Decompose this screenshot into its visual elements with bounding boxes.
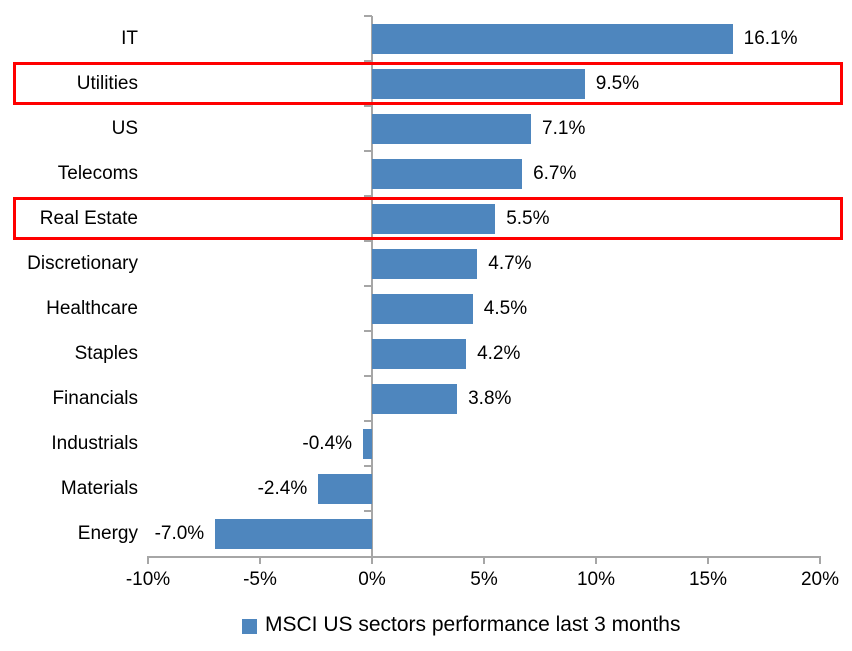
category-label: Utilities bbox=[76, 73, 138, 94]
value-label: -0.4% bbox=[302, 433, 353, 454]
x-axis-tick-label: 0% bbox=[358, 569, 386, 590]
value-label: 9.5% bbox=[595, 73, 640, 94]
bar-it bbox=[372, 23, 733, 54]
value-label: 16.1% bbox=[743, 28, 798, 49]
category-axis-tick bbox=[364, 510, 372, 512]
bar-energy bbox=[215, 518, 372, 549]
value-label: 6.7% bbox=[533, 163, 577, 184]
bar-financials bbox=[372, 383, 458, 414]
value-label: 7.1% bbox=[542, 118, 586, 139]
plot-area: 16.1% 9.5% 7.1% 6.7% 5.5% 4.7% 4.5% 4.2% 3.8% -0.… bbox=[126, 15, 839, 590]
category-axis-tick bbox=[364, 330, 372, 332]
value-label: -2.4% bbox=[257, 478, 308, 499]
category-label: US bbox=[111, 118, 138, 139]
category-label: Telecoms bbox=[57, 163, 138, 184]
x-axis-tick-label: 5% bbox=[470, 569, 498, 590]
category-label: Financials bbox=[52, 388, 138, 409]
value-label: 3.8% bbox=[468, 388, 512, 409]
value-label: 4.7% bbox=[488, 253, 532, 274]
category-label: IT bbox=[121, 28, 138, 49]
legend-swatch-icon bbox=[242, 618, 257, 634]
category-axis-tick bbox=[364, 105, 372, 107]
x-axis-tick bbox=[595, 556, 597, 564]
value-label: 5.5% bbox=[506, 208, 550, 229]
legend: MSCI US sectors performance last 3 month… bbox=[242, 613, 680, 637]
category-axis-tick bbox=[364, 465, 372, 467]
category-label: Healthcare bbox=[46, 298, 138, 319]
x-axis-tick bbox=[147, 556, 149, 564]
bar-us bbox=[372, 113, 532, 144]
category-label: Materials bbox=[60, 478, 138, 499]
category-axis-tick bbox=[364, 150, 372, 152]
value-label: -7.0% bbox=[154, 523, 205, 544]
value-label: 4.5% bbox=[483, 298, 528, 319]
x-axis-tick-label: 20% bbox=[800, 569, 840, 590]
x-axis-tick bbox=[371, 556, 373, 564]
bar-industrials bbox=[363, 428, 372, 459]
x-axis-tick bbox=[707, 556, 709, 564]
value-label: 4.2% bbox=[477, 343, 521, 364]
category-axis-tick bbox=[364, 420, 372, 422]
x-axis-tick-label: 10% bbox=[576, 569, 616, 590]
bar-staples bbox=[372, 338, 467, 369]
bar-materials bbox=[318, 473, 372, 504]
category-label: Discretionary bbox=[27, 253, 138, 274]
legend-label: MSCI US sectors performance last 3 month… bbox=[265, 613, 681, 636]
category-label: Real Estate bbox=[39, 208, 138, 229]
bar-utilities bbox=[372, 68, 585, 99]
category-axis-tick bbox=[364, 240, 372, 242]
category-label: Energy bbox=[77, 523, 138, 544]
bar-discretionary bbox=[372, 248, 478, 279]
x-axis-tick bbox=[819, 556, 821, 564]
bar-real-estate bbox=[372, 203, 496, 234]
x-axis-tick bbox=[483, 556, 485, 564]
bar-telecoms bbox=[372, 158, 523, 189]
x-axis-tick-label: -10% bbox=[125, 569, 171, 590]
category-axis-tick bbox=[364, 285, 372, 287]
bar-healthcare bbox=[372, 293, 473, 324]
category-axis-tick bbox=[364, 195, 372, 197]
category-axis-labels: IT Utilities US Telecoms Real Estate Discreti… bbox=[0, 16, 138, 556]
x-axis-tick bbox=[259, 556, 261, 564]
category-label: Staples bbox=[74, 343, 138, 364]
category-axis-tick bbox=[364, 15, 372, 17]
x-axis-tick-label: -5% bbox=[243, 569, 277, 590]
category-label: Industrials bbox=[51, 433, 138, 454]
zero-axis-line bbox=[371, 16, 373, 564]
category-axis-tick bbox=[364, 60, 372, 62]
x-axis-tick-label: 15% bbox=[688, 569, 728, 590]
category-axis-tick bbox=[364, 375, 372, 377]
